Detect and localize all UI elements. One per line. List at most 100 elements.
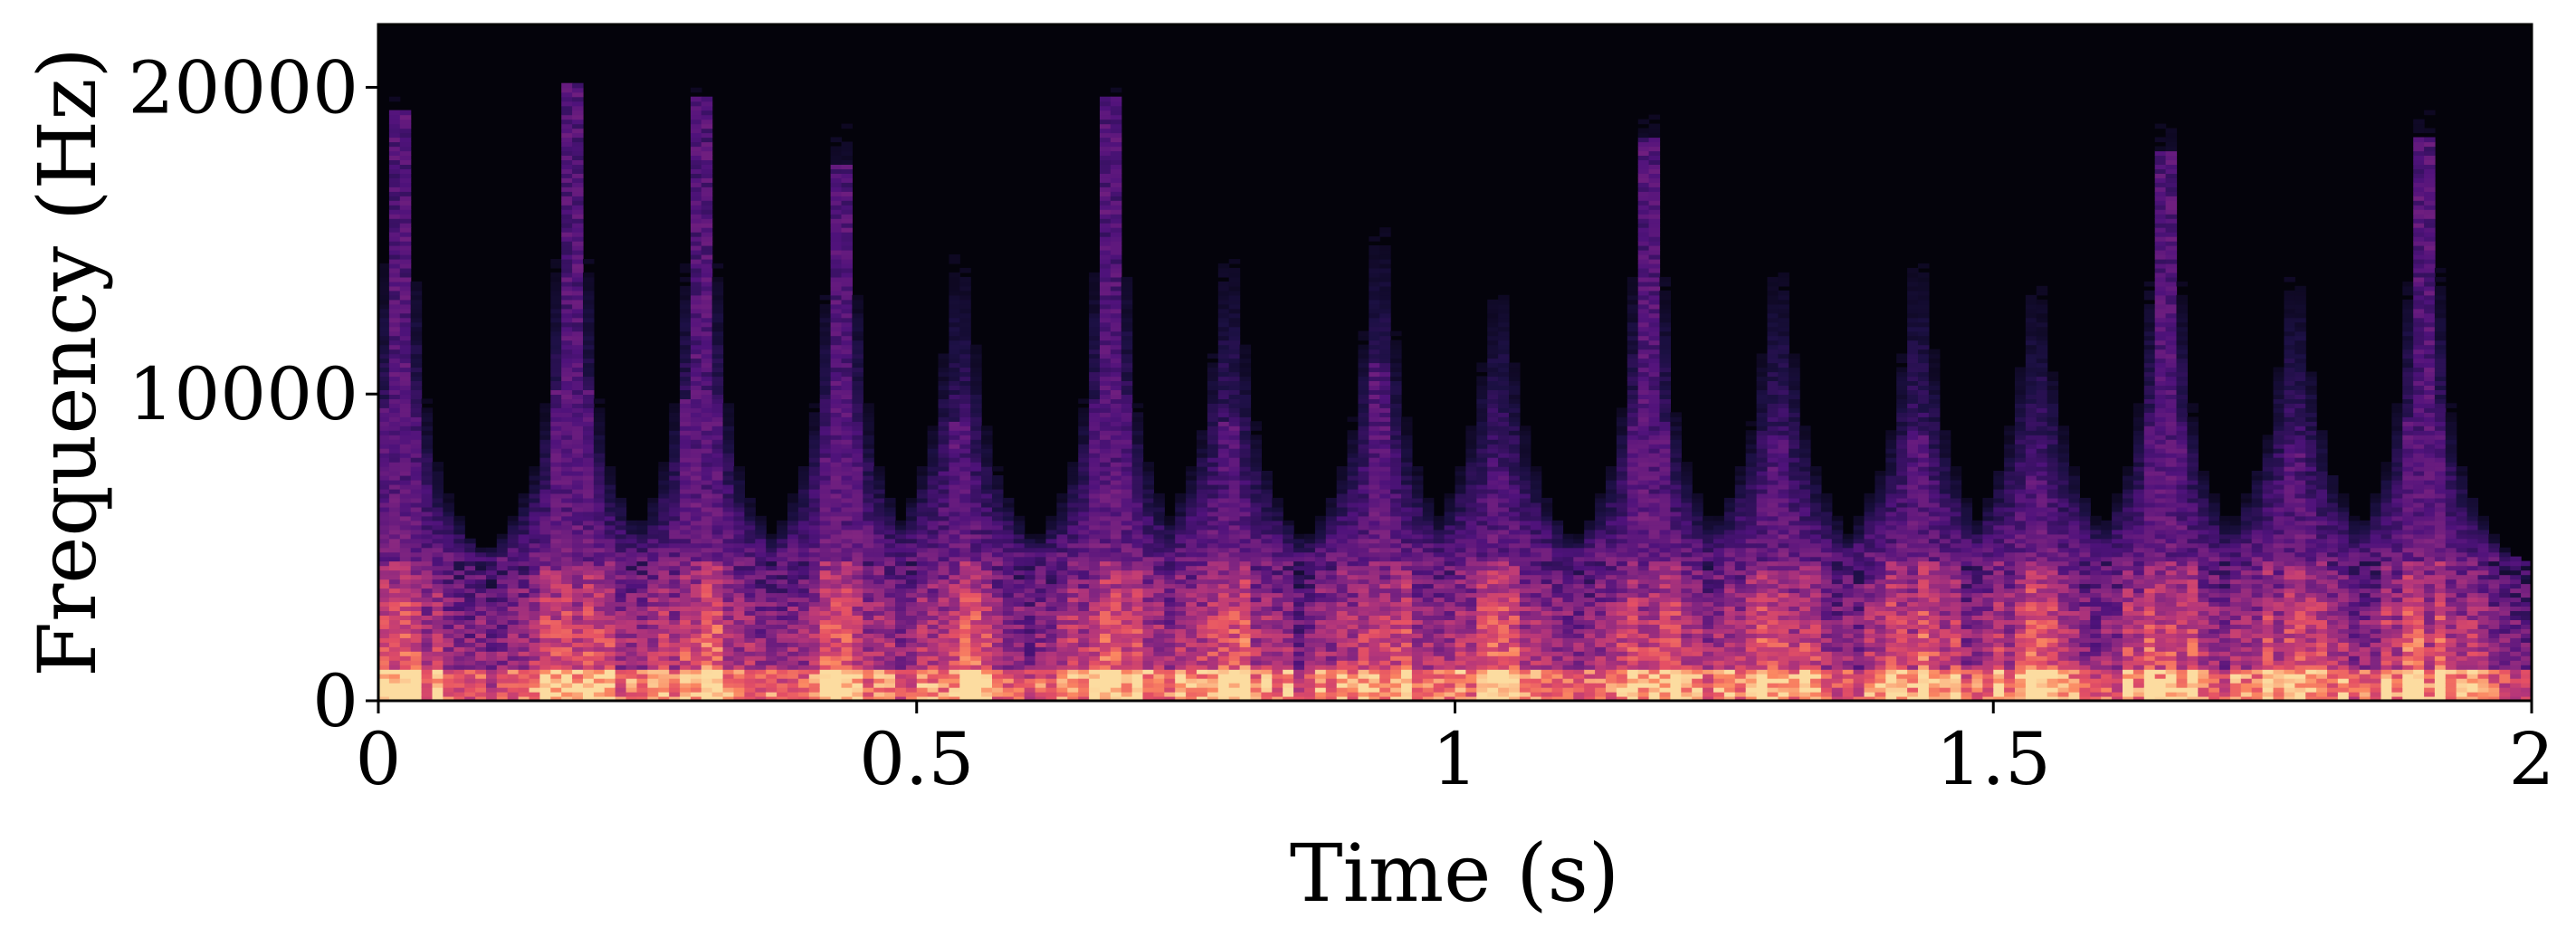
spectrogram-cell [841,259,853,264]
spectrogram-cell [959,326,971,332]
spectrogram-cell [1089,349,1101,355]
spectrogram-cell [970,502,982,508]
spectrogram-cell [852,615,863,620]
spectrogram-cell [399,529,412,535]
spectrogram-cell [691,642,702,647]
spectrogram-cell [1089,430,1101,435]
spectrogram-cell [938,380,949,386]
spectrogram-cell [669,678,681,684]
spectrogram-cell [830,524,843,531]
spectrogram-cell [949,335,960,341]
spectrogram-cell [808,547,821,553]
spectrogram-cell [766,583,778,589]
spectrogram-cell [680,353,692,359]
spectrogram-cell [927,435,940,440]
spectrogram-cell [583,633,595,638]
spectrogram-cell [691,114,702,120]
spectrogram-cell [691,475,702,481]
spectrogram-cell [691,484,702,490]
spectrogram-cell [884,542,896,549]
spectrogram-cell [841,655,853,661]
spectrogram-cell [399,579,412,585]
spectrogram-cell [1110,515,1122,521]
spectrogram-cell [475,610,487,616]
spectrogram-cell [1067,683,1079,688]
spectrogram-cell [1131,588,1144,594]
spectrogram-cell [518,651,530,656]
spectrogram-cell [852,506,863,512]
spectrogram-cell [1121,674,1133,679]
spectrogram-cell [443,687,454,693]
spectrogram-cell [1100,349,1111,355]
spectrogram-cell [388,444,401,449]
spectrogram-cell [927,502,940,508]
spectrogram-cell [852,560,863,567]
spectrogram-cell [959,299,971,305]
spectrogram-cell [561,349,573,355]
spectrogram-cell [852,412,863,417]
spectrogram-cell [755,674,767,679]
spectrogram-cell [852,362,863,368]
spectrogram-cell [691,597,702,603]
spectrogram-cell [787,515,799,521]
spectrogram-cell [378,542,390,549]
spectrogram-cell [388,119,401,125]
spectrogram-cell [378,276,390,282]
spectrogram-cell [992,678,1004,684]
spectrogram-cell [388,416,401,422]
spectrogram-cell [550,551,562,558]
spectrogram-cell [1142,597,1154,603]
spectrogram-cell [421,633,434,638]
spectrogram-cell [949,646,960,652]
spectrogram-cell [1089,642,1101,647]
spectrogram-cell [647,655,659,661]
spectrogram-cell [819,294,832,301]
spectrogram-cell [1078,674,1090,679]
spectrogram-cell [787,646,799,652]
spectrogram-cell [669,533,681,540]
spectrogram-cell [625,615,638,620]
spectrogram-cell [905,511,918,517]
spectrogram-cell [378,371,390,378]
spectrogram-cell [388,651,401,656]
spectrogram-cell [1121,290,1133,296]
spectrogram-cell [486,687,498,693]
spectrogram-cell [841,200,853,206]
spectrogram-cell [443,592,454,598]
spectrogram-cell [583,439,595,445]
spectrogram-cell [949,272,960,278]
spectrogram-cell [949,665,960,670]
spectrogram-cell [927,669,940,674]
spectrogram-cell [841,164,853,169]
spectrogram-cell [680,655,692,661]
spectrogram-cell [852,385,863,390]
spectrogram-cell [561,426,573,431]
spectrogram-cell [819,547,832,553]
spectrogram-cell [959,529,971,535]
spectrogram-cell [432,610,444,616]
spectrogram-cell [970,520,982,526]
spectrogram-cell [895,642,907,647]
spectrogram-cell [733,619,745,625]
spectrogram-cell [636,606,648,611]
spectrogram-cell [701,110,713,116]
spectrogram-cell [981,547,993,553]
spectrogram-cell [1067,466,1079,472]
spectrogram-cell [691,624,702,629]
spectrogram-cell [873,488,885,494]
spectrogram-cell [593,533,606,540]
spectrogram-cell [378,633,390,638]
spectrogram-cell [669,412,681,417]
spectrogram-cell [1056,655,1068,661]
spectrogram-cell [841,141,853,148]
spectrogram-cell [1100,497,1111,503]
spectrogram-cell [583,556,595,562]
spectrogram-cell [399,660,412,665]
spectrogram-cell [399,520,412,526]
spectrogram-cell [1110,344,1122,350]
spectrogram-cell [830,380,843,386]
spectrogram-cell [981,462,993,467]
spectrogram-cell [550,556,562,562]
spectrogram-cell [905,642,918,647]
spectrogram-cell [388,276,401,282]
